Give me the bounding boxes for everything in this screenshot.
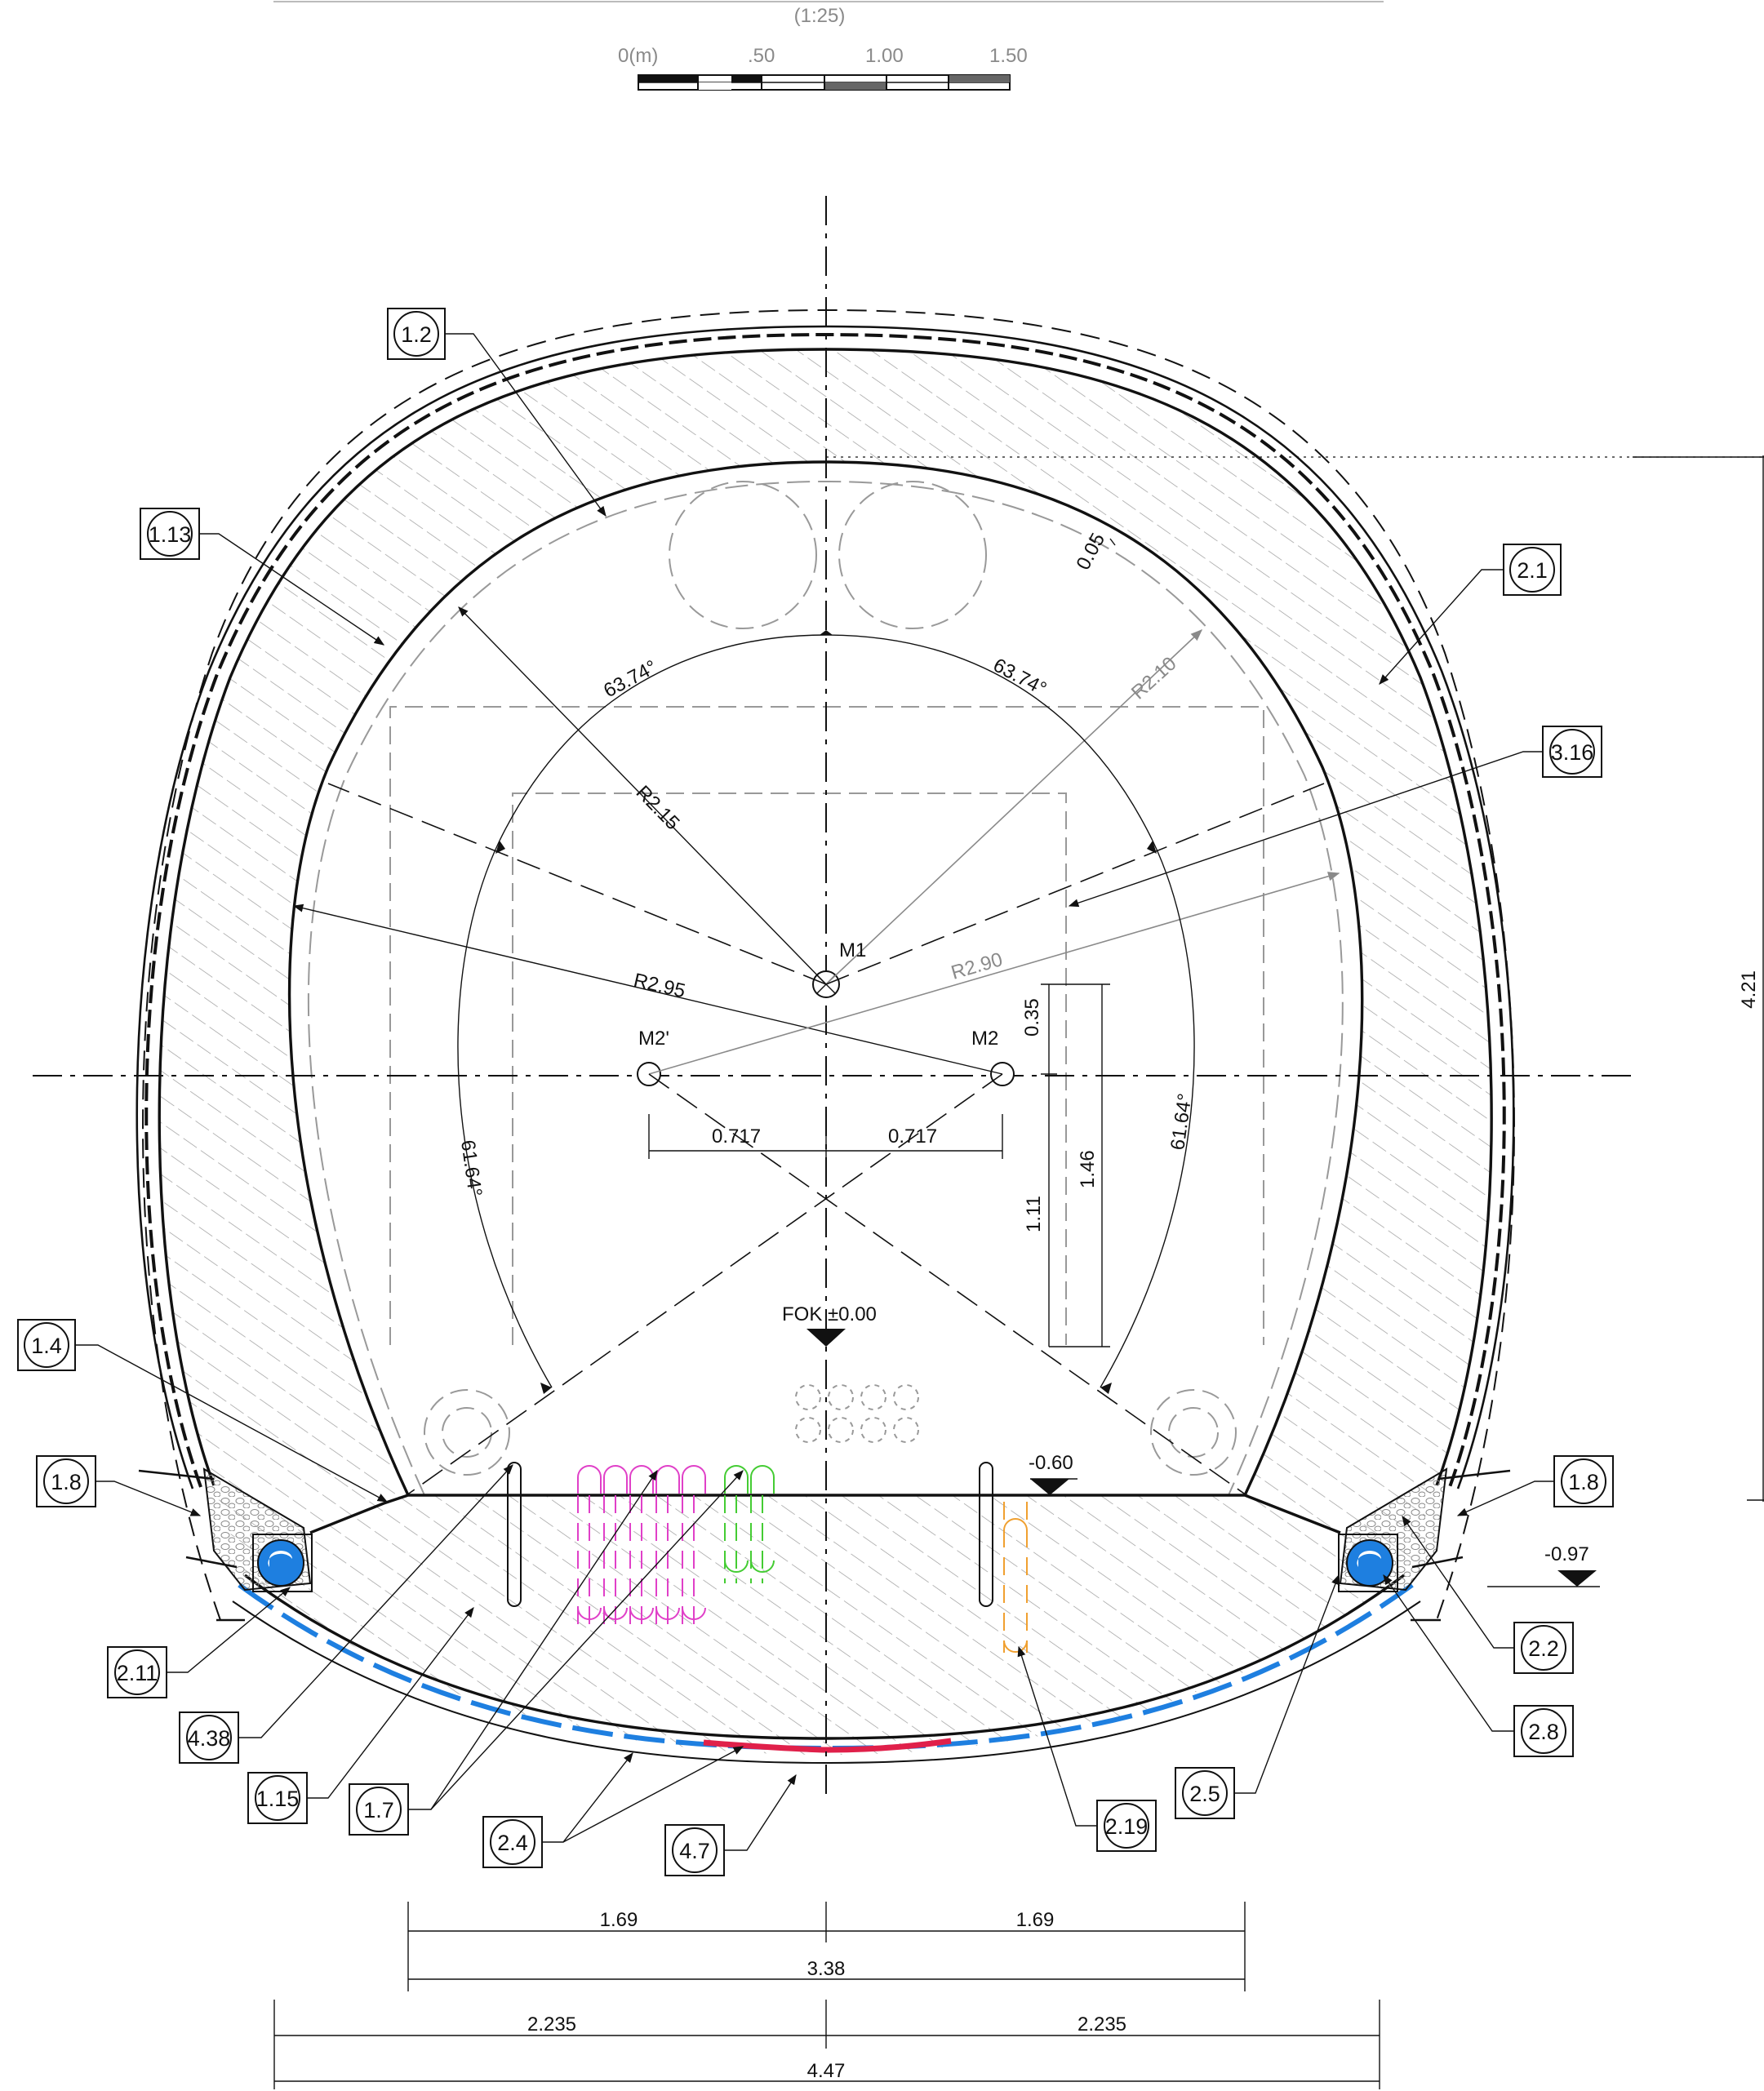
level-060-marker [1030, 1479, 1069, 1495]
right-side-mark [1437, 1469, 1511, 1481]
svg-text:1.7: 1.7 [363, 1798, 394, 1822]
angle-side-right: 61.64° [1166, 1092, 1196, 1152]
callout-1-15: 1.15 [247, 1606, 474, 1824]
invert-outer-curve [232, 1600, 1421, 1765]
callout-3-16: 3.16 [1068, 726, 1602, 908]
radius-215-label: R2.15 [632, 781, 684, 834]
center-m2-label: M2 [971, 1028, 998, 1050]
callout-2-19: 2.19 [1017, 1645, 1157, 1852]
svg-text:4.7: 4.7 [679, 1839, 710, 1863]
svg-text:2.1: 2.1 [1517, 558, 1548, 583]
callout-1-2: 1.2 [387, 308, 607, 517]
bottom-half-left-label: 1.69 [600, 1909, 638, 1931]
svg-text:1.13: 1.13 [149, 522, 192, 547]
bottom-half-right-label: 1.69 [1016, 1909, 1055, 1931]
v-146-label: 1.46 [1077, 1150, 1099, 1188]
bottom-outer-left-label: 2.235 [527, 2013, 576, 2036]
left-side-mark [138, 1469, 215, 1481]
svg-text:3.16: 3.16 [1551, 740, 1594, 765]
radius-210-label: R2.10 [1127, 653, 1181, 704]
red-invert-segment [703, 1738, 952, 1753]
scale-label-150: 1.50 [989, 45, 1028, 67]
svg-text:1.4: 1.4 [31, 1334, 62, 1358]
geometry-lines [292, 538, 1340, 1496]
svg-text:2.8: 2.8 [1528, 1720, 1559, 1744]
scale-label-100: 1.00 [865, 45, 904, 67]
fok-level-marker [806, 1329, 846, 1347]
offset-right-label: 0.717 [888, 1125, 937, 1148]
bottom-outer-label: 4.47 [807, 2060, 846, 2082]
center-m1-label: M1 [839, 939, 866, 961]
v-035-label: 0.35 [1021, 998, 1043, 1037]
svg-text:1.2: 1.2 [401, 322, 432, 347]
invert-top-line [309, 1494, 1341, 1534]
blue-drainage-membrane [238, 1583, 1414, 1751]
callout-4-7: 4.7 [664, 1774, 797, 1876]
scale-ratio: (1:25) [794, 5, 846, 27]
svg-text:2.11: 2.11 [117, 1661, 158, 1685]
green-cable-ducts [724, 1465, 775, 1583]
level-097-marker [1557, 1570, 1597, 1587]
internal-dimensions [648, 983, 1110, 1347]
svg-text:2.4: 2.4 [497, 1831, 528, 1855]
level-060-label: -0.60 [1029, 1452, 1073, 1474]
radius-295-label: R2.95 [632, 970, 687, 1003]
callout-1-13: 1.13 [140, 508, 385, 646]
level-097-label: -0.97 [1544, 1543, 1589, 1565]
svg-text:2.5: 2.5 [1189, 1782, 1220, 1806]
offset-left-label: 0.717 [712, 1125, 761, 1148]
bottom-inner-label: 3.38 [807, 1958, 846, 1980]
callout-2-1: 2.1 [1379, 544, 1562, 685]
left-drain-pipe [252, 1534, 313, 1592]
left-side-mark-2 [185, 1556, 238, 1569]
callout-1-8-left: 1.8 [36, 1455, 202, 1516]
scale-bar: (1:25) 0(m) .50 1.00 1.50 [273, 1, 1384, 91]
callout-2-2: 2.2 [1402, 1515, 1574, 1674]
angle-side-left: 61.64° [456, 1139, 486, 1198]
svg-text:1.8: 1.8 [1568, 1470, 1599, 1494]
callout-2-4: 2.4 [482, 1746, 744, 1868]
right-side-mark-2 [1411, 1556, 1464, 1569]
callout-2-8: 2.8 [1383, 1574, 1574, 1757]
center-m2p-label: M2' [638, 1028, 669, 1050]
gap-005-label: 0.05 [1072, 530, 1109, 574]
svg-text:2.19: 2.19 [1105, 1814, 1149, 1839]
svg-text:2.2: 2.2 [1528, 1636, 1559, 1661]
callout-1-7: 1.7 [349, 1469, 744, 1836]
scale-label-0: 0(m) [618, 45, 658, 67]
scale-label-050: .50 [748, 45, 775, 67]
v-111-label: 1.11 [1023, 1196, 1045, 1232]
callout-1-4: 1.4 [17, 1319, 389, 1503]
svg-text:1.8: 1.8 [51, 1470, 82, 1494]
right-drain-pipe [1338, 1534, 1398, 1592]
callout-2-11: 2.11 [107, 1587, 291, 1698]
level-fok-label: FOK ±0.00 [782, 1303, 877, 1325]
svg-text:4.38: 4.38 [188, 1726, 231, 1751]
clearance-dashed-line [307, 480, 1344, 1496]
angle-top-right: 63.74° [989, 654, 1050, 700]
bottom-dimensions [273, 455, 1764, 2089]
callouts: 1.2 1.13 2.1 3.16 1.4 1.8 [17, 308, 1614, 1876]
callout-4-38: 4.38 [179, 1464, 513, 1764]
orange-cable-duct [1003, 1502, 1028, 1653]
angle-top-left: 63.74° [600, 656, 660, 703]
callout-1-8-right: 1.8 [1456, 1455, 1614, 1516]
height-total-label: 4.21 [1738, 970, 1760, 1009]
callout-2-5: 2.5 [1175, 1574, 1340, 1819]
bottom-outer-right-label: 2.235 [1078, 2013, 1126, 2036]
svg-text:1.15: 1.15 [256, 1787, 300, 1811]
